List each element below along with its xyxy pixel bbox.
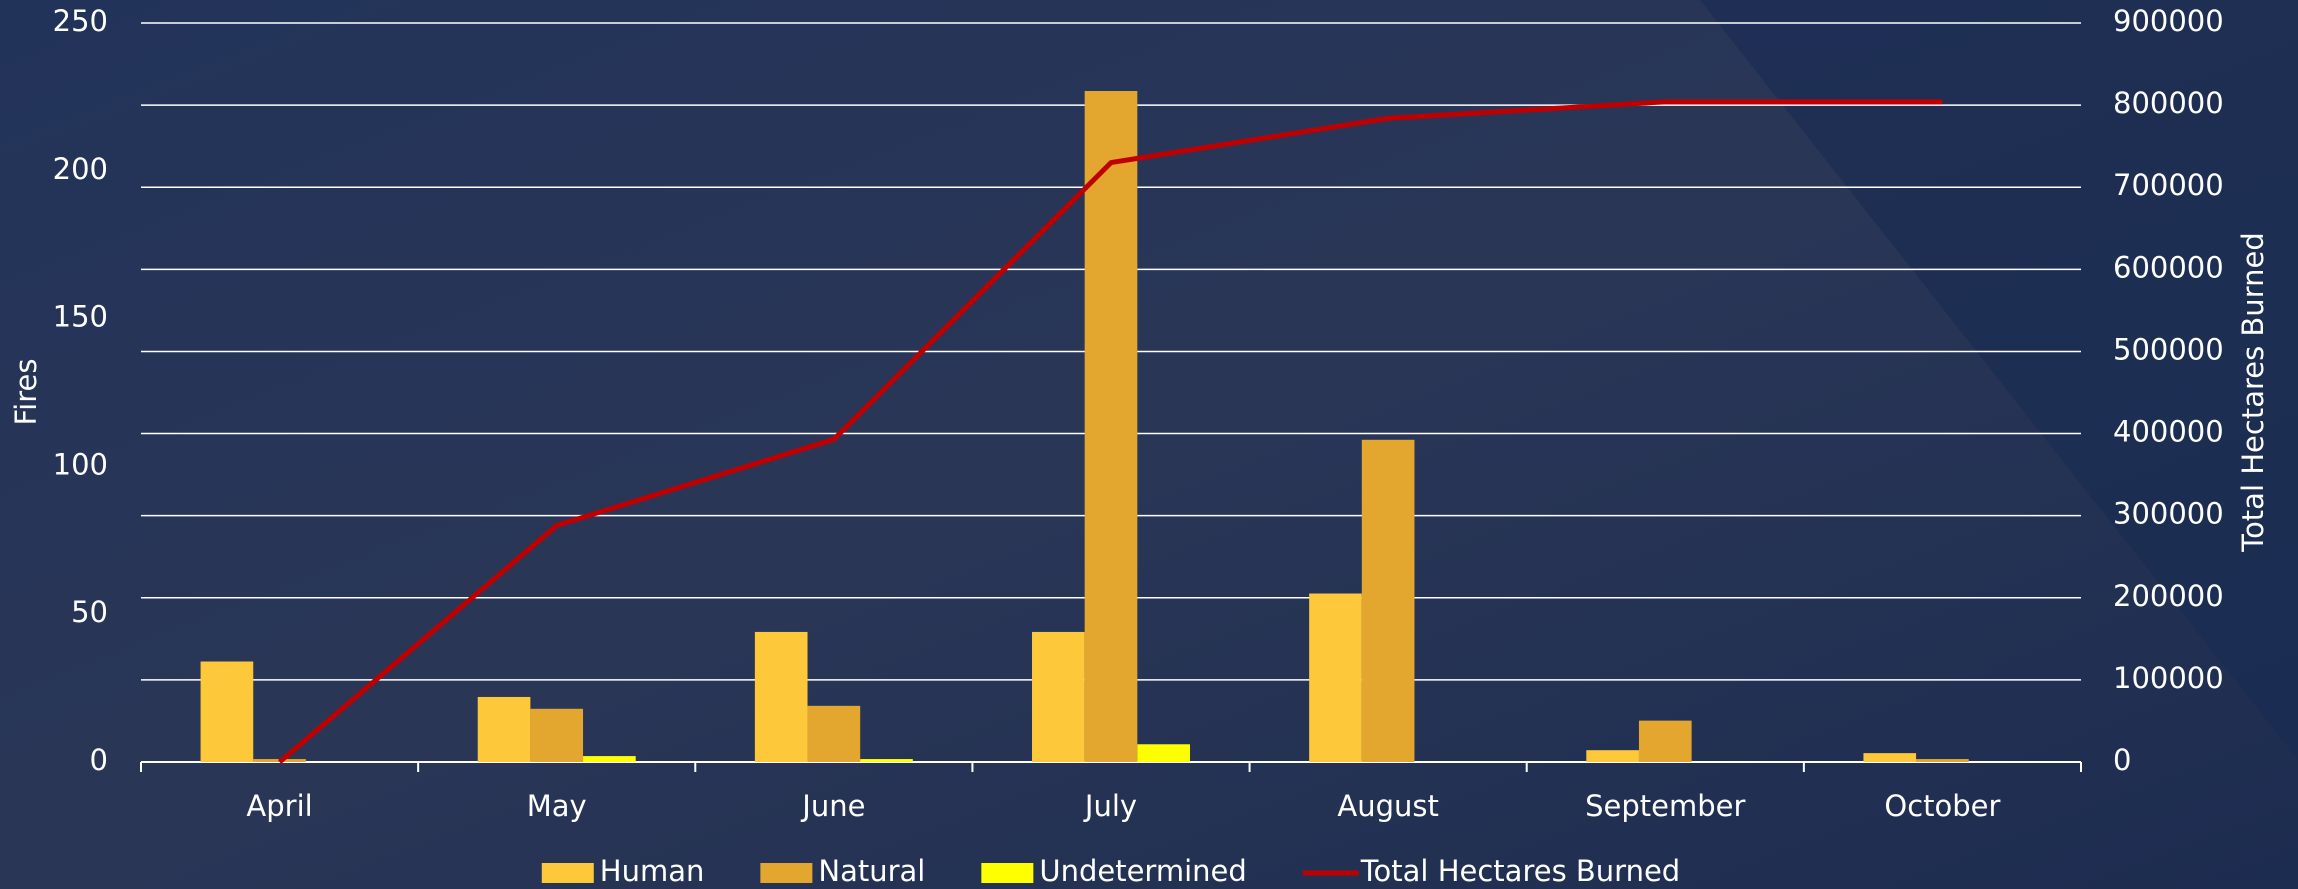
x-tick-label: July <box>1083 789 1137 823</box>
y2-tick-label: 400000 <box>2113 415 2224 449</box>
legend-label: Total Hectares Burned <box>1360 854 1680 888</box>
y-tick-label: 250 <box>53 4 108 38</box>
bar <box>1032 632 1085 762</box>
bar <box>1639 721 1692 762</box>
bar <box>1137 744 1190 762</box>
y-tick-label: 150 <box>53 300 108 334</box>
y2-tick-label: 700000 <box>2113 168 2224 202</box>
y-tick-label: 200 <box>53 152 108 186</box>
bar <box>860 759 913 762</box>
bar <box>808 706 861 762</box>
bar <box>201 661 254 762</box>
bar <box>1362 440 1415 762</box>
page: {"chart_data": { "type": "bar", "categor… <box>0 0 2298 889</box>
y2-tick-label: 0 <box>2113 743 2131 777</box>
x-tick-label: September <box>1585 789 1745 823</box>
y-tick-label: 100 <box>53 447 108 481</box>
legend-label: Undetermined <box>1039 854 1246 888</box>
legend-swatch <box>542 863 594 883</box>
x-tick-label: May <box>527 789 587 823</box>
legend-swatch <box>981 863 1033 883</box>
legend-label: Human <box>600 854 705 888</box>
bar <box>478 697 531 762</box>
x-tick-label: August <box>1337 789 1439 823</box>
legend-label: Natural <box>818 854 925 888</box>
y2-tick-label: 800000 <box>2113 86 2224 120</box>
legend-swatch <box>760 863 812 883</box>
x-tick-label: October <box>1884 789 2000 823</box>
y2-tick-label: 200000 <box>2113 579 2224 613</box>
y-tick-label: 0 <box>90 743 108 777</box>
bar <box>755 632 808 762</box>
y2-tick-label: 100000 <box>2113 661 2224 695</box>
y2-tick-label: 600000 <box>2113 250 2224 284</box>
bar <box>530 709 583 762</box>
y-tick-label: 50 <box>71 595 108 629</box>
bar <box>1309 594 1362 762</box>
x-tick-label: June <box>800 789 865 823</box>
bar <box>1586 750 1639 762</box>
bar <box>1863 753 1916 762</box>
bar <box>583 756 636 762</box>
y2-tick-label: 900000 <box>2113 4 2224 38</box>
x-tick-label: April <box>246 789 312 823</box>
y2-tick-label: 500000 <box>2113 332 2224 366</box>
bar <box>1085 91 1138 762</box>
y2-tick-label: 300000 <box>2113 497 2224 531</box>
bar <box>1916 759 1969 762</box>
y2-axis-label: Total Hectares Burned <box>2236 232 2270 552</box>
chart: Fires Total Hectares Burned 0 100000 20000… <box>0 0 2298 889</box>
y-axis-label: Fires <box>9 359 43 426</box>
